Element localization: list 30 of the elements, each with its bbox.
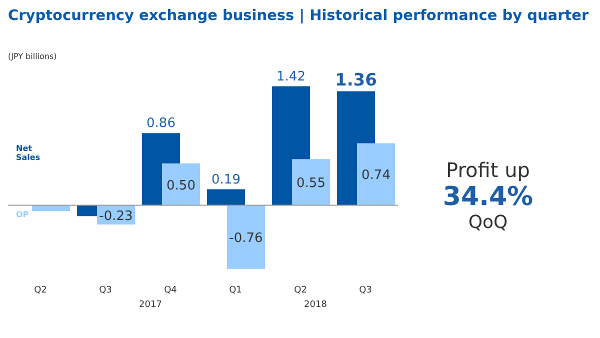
text: 34.4%	[442, 182, 534, 212]
bar	[227, 205, 265, 269]
data-label: 0.74	[362, 168, 390, 184]
data-label: -0.23	[99, 208, 133, 224]
text: QoQ	[467, 212, 509, 233]
x-tick-label: Q3	[99, 285, 112, 296]
x-tick-label: Q2	[294, 285, 307, 296]
chart-title: Cryptocurrency exchange business | Historical performance by quarter	[8, 8, 589, 24]
x-tick-label: Q1	[229, 285, 242, 296]
text: Net Sales	[16, 144, 42, 162]
x-tick-label: Q3	[359, 285, 372, 296]
bar	[357, 143, 395, 206]
data-label: -0.76	[229, 231, 263, 246]
data-label: 0.55	[296, 176, 326, 192]
x-tick-label: Q2	[34, 285, 47, 296]
text: 2017	[138, 300, 163, 310]
bar	[32, 205, 70, 212]
bar	[292, 159, 330, 206]
data-label: 0.19	[212, 172, 240, 188]
data-label: 0.50	[166, 178, 196, 194]
data-label: 1.42	[276, 69, 306, 84]
data-label: 1.36	[335, 70, 377, 90]
series-label: OP	[16, 210, 30, 219]
text: Profit up	[446, 158, 530, 182]
text: 2018	[303, 300, 328, 310]
data-label: 0.86	[146, 116, 176, 132]
bar	[207, 189, 245, 206]
x-tick-label: Q4	[164, 285, 178, 296]
bar	[162, 163, 200, 206]
y-axis-title: (JPY billions)	[8, 52, 57, 61]
